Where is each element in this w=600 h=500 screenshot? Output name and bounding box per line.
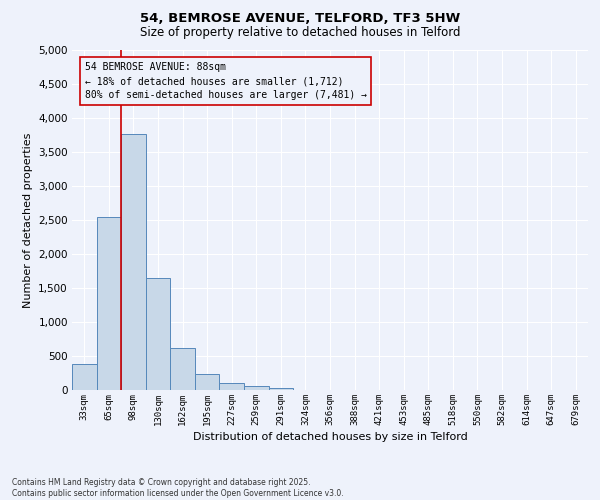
Bar (244, 386, 269, 390)
Text: Contains HM Land Registry data © Crown copyright and database right 2025.
Contai: Contains HM Land Registry data © Crown c… (12, 478, 344, 498)
Bar (97, 218, 121, 390)
Text: 54 BEMROSE AVENUE: 88sqm
← 18% of detached houses are smaller (1,712)
80% of sem: 54 BEMROSE AVENUE: 88sqm ← 18% of detach… (85, 62, 367, 100)
Bar (72, 364, 97, 390)
Bar (269, 388, 293, 390)
Bar (195, 374, 220, 390)
Bar (121, 134, 146, 390)
Text: 54, BEMROSE AVENUE, TELFORD, TF3 5HW: 54, BEMROSE AVENUE, TELFORD, TF3 5HW (140, 12, 460, 25)
X-axis label: Distribution of detached houses by size in Telford: Distribution of detached houses by size … (193, 432, 467, 442)
Bar (170, 348, 195, 390)
Text: Size of property relative to detached houses in Telford: Size of property relative to detached ho… (140, 26, 460, 39)
Bar (220, 382, 244, 390)
Bar (146, 278, 170, 390)
Y-axis label: Number of detached properties: Number of detached properties (23, 132, 32, 308)
